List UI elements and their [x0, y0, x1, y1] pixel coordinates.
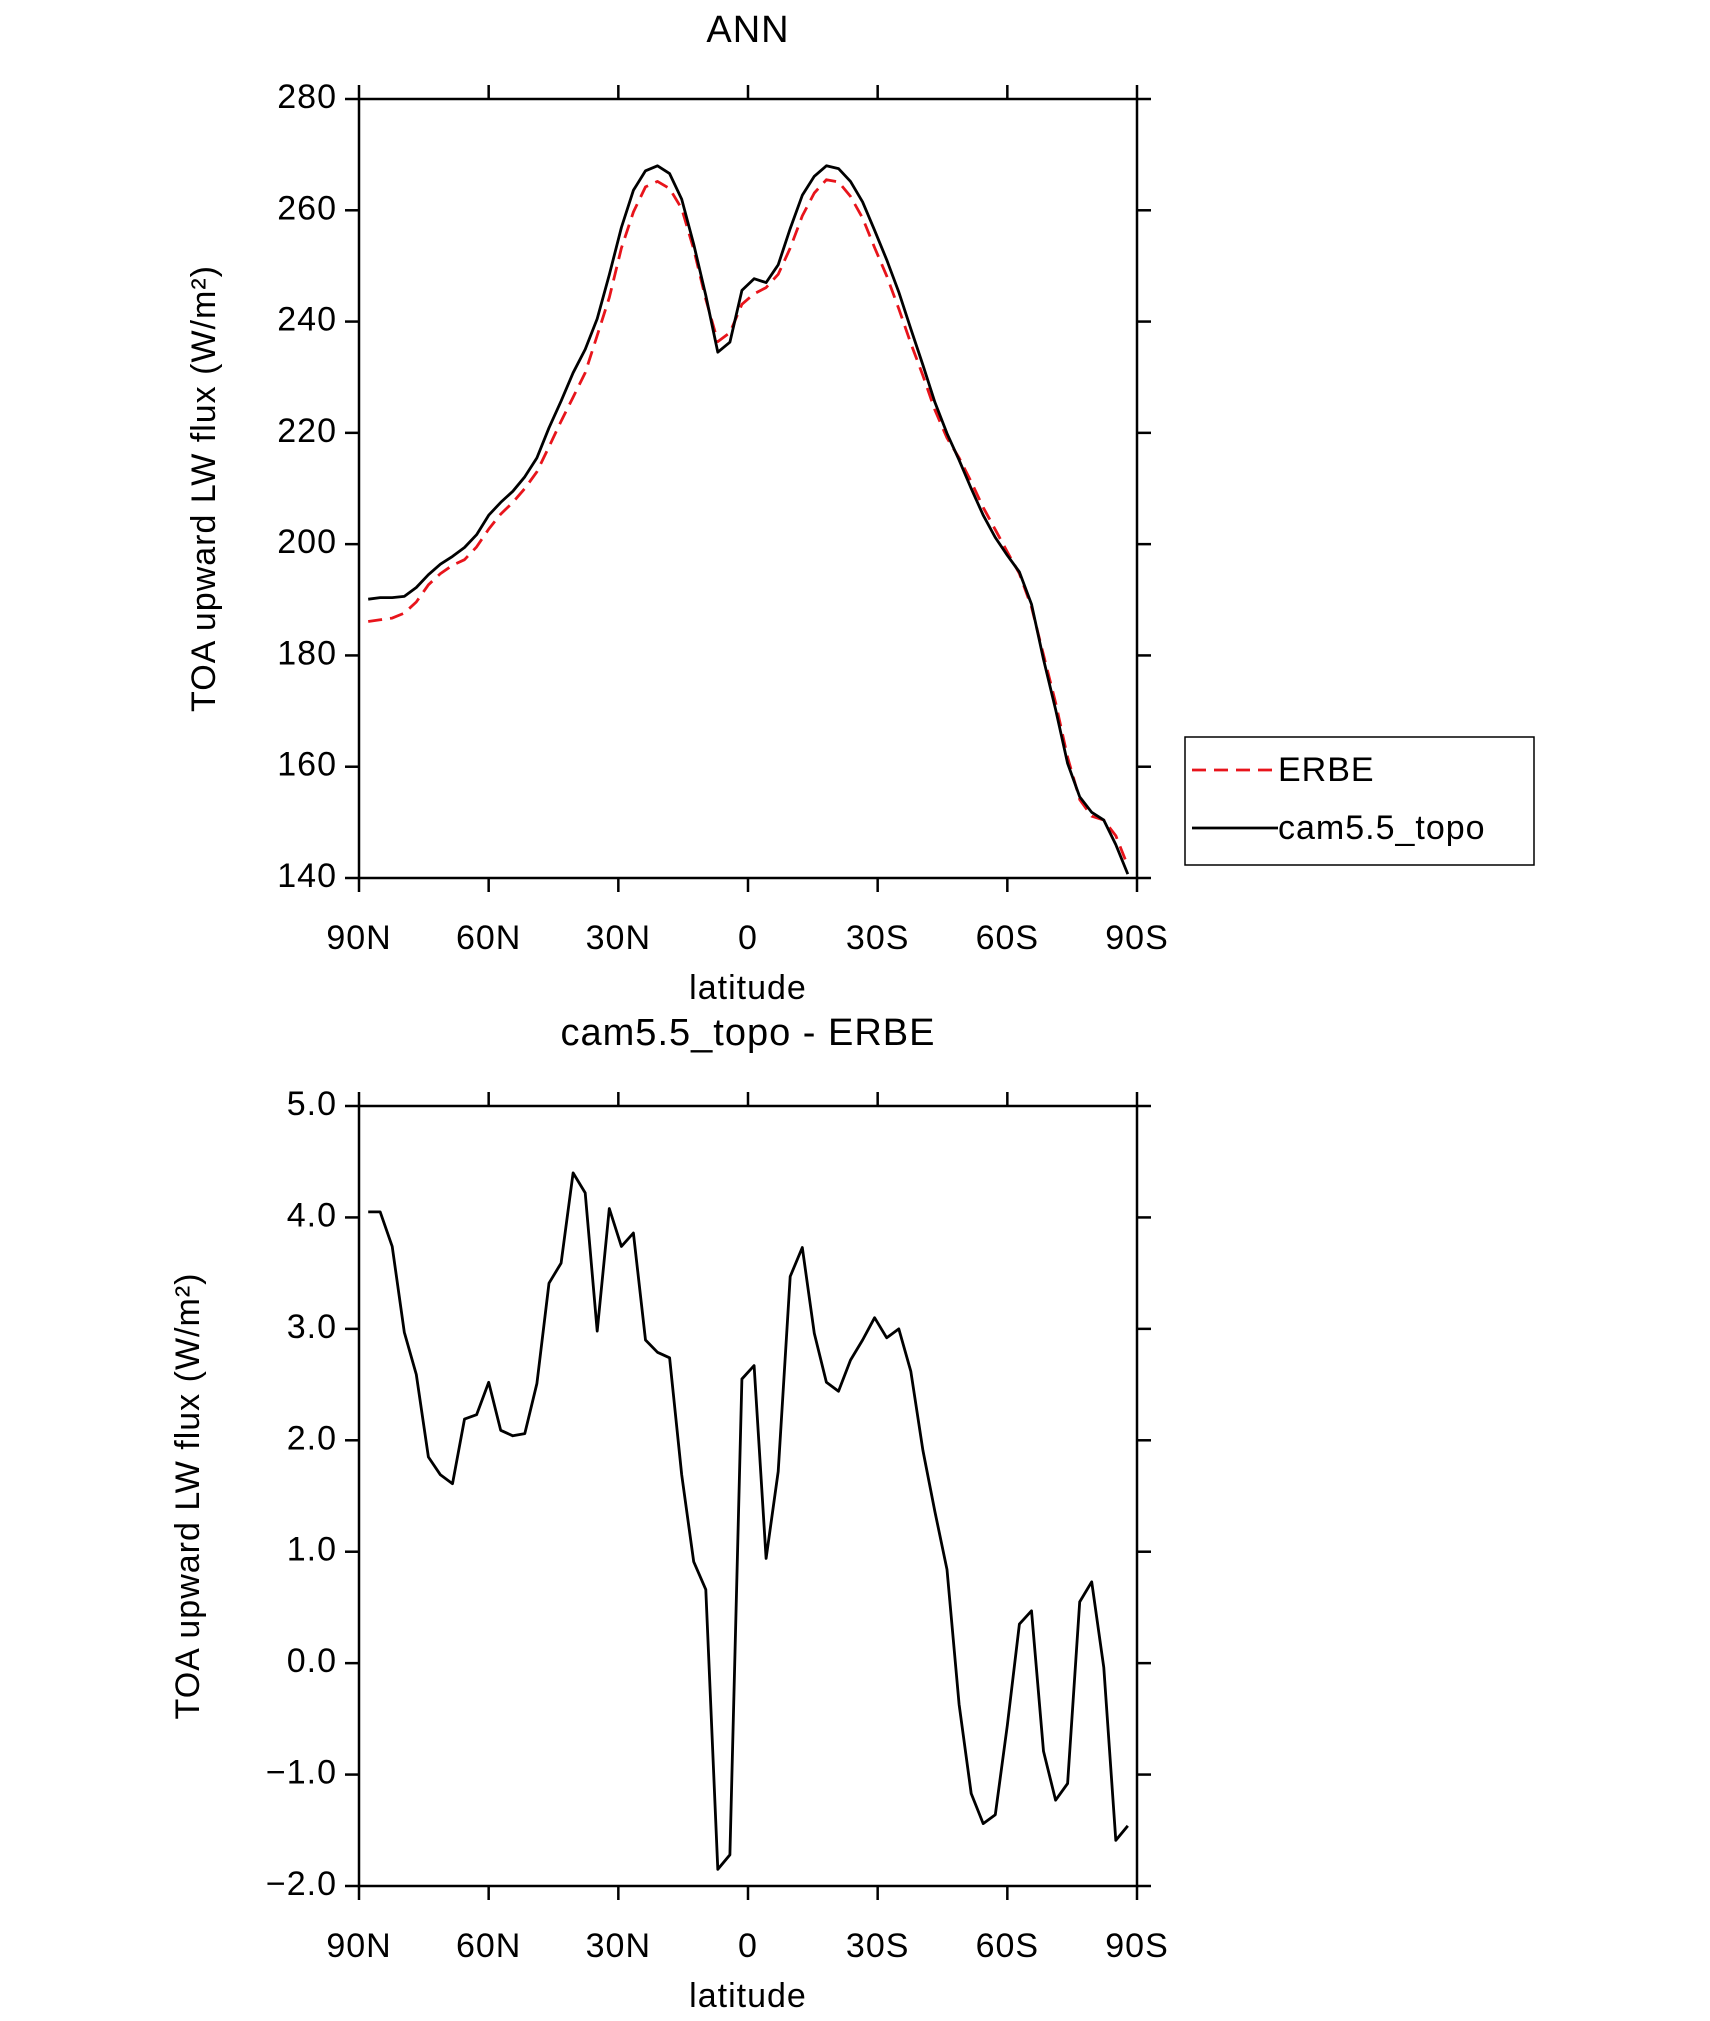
- y-axis-label: TOA upward LW flux (W/m²): [185, 265, 223, 712]
- chart: ANN latitude TOA upward LW flux (W/m²) 140 1…: [185, 9, 1535, 1007]
- y-tick-label: 220: [277, 412, 337, 450]
- y-tick-label: 4.0: [287, 1196, 337, 1234]
- x-tick-label: 90S: [1105, 1927, 1169, 1965]
- y-tick-label: 140: [277, 857, 337, 895]
- chart-title: ANN: [706, 9, 789, 51]
- x-axis-label: latitude: [689, 1977, 807, 2015]
- x-axis-label: latitude: [689, 969, 807, 1007]
- y-tick-label: 1.0: [287, 1531, 337, 1569]
- series-line: [368, 1171, 1129, 1871]
- x-tick-label: 0: [738, 1927, 758, 1965]
- y-tick-label: 160: [277, 746, 337, 784]
- x-tick-label: 60S: [976, 1927, 1040, 1965]
- y-axis-label: TOA upward LW flux (W/m²): [169, 1273, 207, 1720]
- y-tick-label: 3.0: [287, 1308, 337, 1346]
- y-tick-label: 260: [277, 189, 337, 227]
- y-tick-label: 0.0: [287, 1642, 337, 1680]
- x-tick-label: 90N: [326, 919, 391, 957]
- plot-frame: [357, 97, 1139, 880]
- plot-frame: [357, 1104, 1139, 1888]
- x-tick-label: 30N: [586, 919, 651, 957]
- x-tick-label: 30S: [846, 919, 910, 957]
- y-tick-label: 5.0: [287, 1085, 337, 1123]
- x-tick-label: 60N: [456, 919, 521, 957]
- y-tick-label: 200: [277, 523, 337, 561]
- y-tick-label: 2.0: [287, 1419, 337, 1457]
- x-tick-label: 60N: [456, 1927, 521, 1965]
- x-tick-label: 30N: [586, 1927, 651, 1965]
- x-tick-label: 60S: [976, 919, 1040, 957]
- chart-title: cam5.5_topo - ERBE: [561, 1012, 936, 1054]
- x-tick-label: 30S: [846, 1927, 910, 1965]
- chart: cam5.5_topo - ERBE latitude TOA upward LW …: [169, 1012, 1169, 2015]
- series-line: [368, 164, 1130, 875]
- legend: ERBE cam5.5_topo: [1184, 736, 1535, 866]
- legend-box: [1184, 736, 1535, 866]
- series-line: [368, 178, 1130, 867]
- x-tick-label: 90S: [1105, 919, 1169, 957]
- y-tick-label: 280: [277, 78, 337, 116]
- y-tick-label: −1.0: [266, 1754, 337, 1792]
- y-tick-label: −2.0: [266, 1865, 337, 1903]
- y-tick-label: 240: [277, 301, 337, 339]
- legend-label: ERBE: [1278, 751, 1375, 789]
- legend-label: cam5.5_topo: [1278, 809, 1486, 847]
- y-tick-label: 180: [277, 634, 337, 672]
- x-tick-label: 0: [738, 919, 758, 957]
- x-tick-label: 90N: [326, 1927, 391, 1965]
